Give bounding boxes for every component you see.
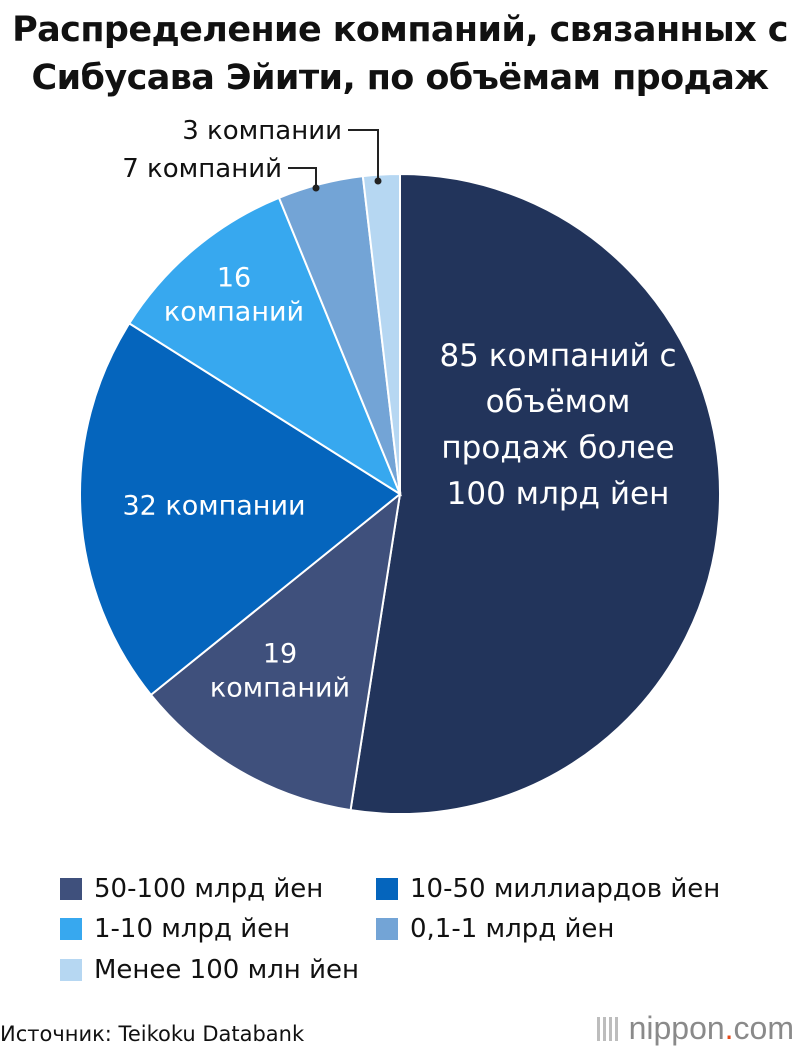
legend-swatch — [60, 877, 82, 900]
legend-label: 50-100 млрд йен — [94, 873, 324, 904]
brand-suffix: com — [733, 1010, 794, 1046]
pie-slice — [127, 196, 403, 497]
legend-label: 10-50 миллиардов йен — [410, 873, 721, 904]
legend-label: 0,1-1 млрд йен — [410, 914, 615, 944]
chart-title: Распределение компаний, связанных с Сибу… — [0, 6, 800, 102]
chart-title-line-2: Сибусава Эйити, по объёмам продаж — [31, 58, 770, 98]
slice-label: 85 компаний с объёмом продаж более 100 млрд… — [439, 338, 676, 512]
slice-label: 32 компании — [122, 490, 305, 521]
legend-item-under-100m: Менее 100 млн йен — [60, 950, 359, 990]
legend-row: 1-10 млрд йен 0,1-1 млрд йен — [60, 909, 780, 950]
legend: 50-100 млрд йен 10-50 миллиардов йен 1-10… — [60, 868, 780, 990]
leader-line — [288, 167, 317, 188]
brand-bars-icon — [596, 1017, 621, 1041]
slice-label-outside: 7 компаний — [122, 154, 282, 184]
slice-label: 16 компаний — [164, 262, 304, 327]
legend-swatch — [60, 918, 82, 940]
legend-label: Менее 100 млн йен — [94, 954, 359, 985]
legend-item-1-10: 1-10 млрд йен — [60, 909, 376, 949]
pie-slice — [361, 172, 401, 495]
legend-item-0-1-1: 0,1-1 млрд йен — [376, 909, 614, 949]
leader-dot — [312, 184, 320, 192]
legend-swatch — [376, 918, 398, 940]
leader-line — [348, 129, 379, 181]
legend-swatch — [60, 958, 82, 981]
brand-name: nippon — [628, 1010, 725, 1046]
legend-label: 1-10 млрд йен — [94, 914, 291, 944]
pie-chart: 85 компаний с объёмом продаж более 100 млрд… — [79, 116, 721, 815]
pie-slice — [149, 491, 402, 812]
legend-item-50-100: 50-100 млрд йен — [60, 869, 376, 909]
pie-slice — [349, 172, 721, 815]
legend-row: Менее 100 млн йен — [60, 949, 780, 990]
legend-item-10-50: 10-50 миллиардов йен — [376, 869, 720, 909]
brand-dot: . — [724, 1010, 734, 1046]
leader-dot — [374, 177, 382, 185]
legend-row: 50-100 млрд йен 10-50 миллиардов йен — [60, 868, 780, 909]
source-note: Источник: Teikoku Databank — [0, 1022, 305, 1046]
chart-title-line-1: Распределение компаний, связанных с — [12, 10, 788, 50]
slice-label-outside: 3 компании — [182, 116, 342, 146]
brand-logo: nippon.com — [596, 1010, 794, 1047]
legend-swatch — [376, 877, 398, 900]
pie-slice — [79, 321, 402, 697]
slice-label: 19 компаний — [210, 638, 350, 703]
